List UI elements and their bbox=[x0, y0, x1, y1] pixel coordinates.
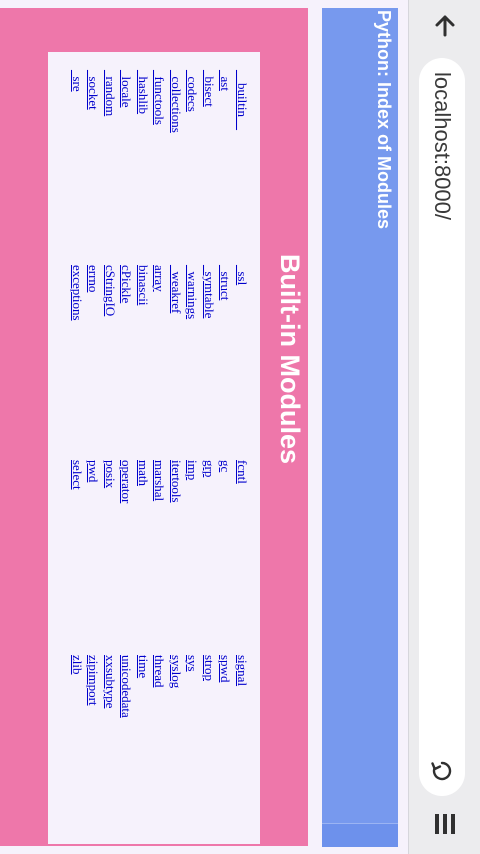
module-link[interactable]: time bbox=[136, 655, 151, 679]
header-right-strip bbox=[322, 823, 398, 847]
url-text: localhost:8000/ bbox=[430, 72, 455, 220]
module-link[interactable]: _codecs bbox=[185, 70, 201, 112]
page-content: Python: Index of Modules Built-in Module… bbox=[0, 8, 398, 847]
module-link[interactable]: _functools bbox=[152, 70, 168, 125]
module-link[interactable]: cPickle bbox=[119, 265, 135, 304]
module-link[interactable]: math bbox=[136, 460, 151, 486]
module-link[interactable]: _weakref bbox=[169, 265, 184, 314]
module-column: fcntl gc grp imp itertools marshal math operato… bbox=[48, 460, 260, 650]
reload-icon[interactable] bbox=[429, 758, 455, 784]
module-link[interactable]: _ssl bbox=[235, 265, 250, 286]
module-link[interactable]: _collections bbox=[169, 70, 184, 133]
module-link[interactable]: thread bbox=[152, 655, 168, 688]
module-link[interactable]: fcntl bbox=[235, 460, 250, 484]
url-bar[interactable]: localhost:8000/ bbox=[419, 58, 465, 796]
module-link[interactable]: _bisect bbox=[202, 70, 217, 107]
module-link[interactable]: errno bbox=[86, 265, 102, 293]
module-link[interactable]: zipimport bbox=[86, 655, 102, 706]
arrow-back-icon[interactable] bbox=[427, 8, 463, 44]
module-link[interactable]: signal bbox=[235, 655, 250, 687]
module-link[interactable]: cStringIO bbox=[103, 265, 118, 317]
module-link[interactable]: imp bbox=[185, 460, 201, 481]
modules-table: __builtin__ _ast _bisect _codecs _collection… bbox=[48, 52, 260, 844]
module-link[interactable]: _locale bbox=[119, 70, 135, 108]
module-link[interactable]: itertools bbox=[169, 460, 184, 503]
module-link[interactable]: _random bbox=[103, 70, 118, 117]
builtin-modules-section: Built-in Modules __builtin__ _ast _bisect _… bbox=[0, 8, 308, 846]
module-link[interactable]: marshal bbox=[152, 460, 168, 502]
module-link[interactable]: _struct bbox=[218, 265, 234, 301]
module-link[interactable]: _warnings bbox=[185, 265, 201, 320]
page-header-bar: Python: Index of Modules bbox=[322, 8, 398, 847]
module-column: signal spwd strop sys syslog thread time unicod… bbox=[48, 655, 260, 845]
module-link[interactable]: sys bbox=[185, 655, 201, 672]
module-link[interactable]: _sre bbox=[70, 70, 85, 92]
module-link[interactable]: array bbox=[152, 265, 168, 292]
module-link[interactable]: posix bbox=[103, 460, 118, 489]
section-title: Built-in Modules bbox=[275, 254, 305, 464]
module-link[interactable]: pwd bbox=[86, 460, 102, 483]
module-column: __builtin__ _ast _bisect _codecs _collection… bbox=[48, 70, 260, 260]
browser-toolbar: localhost:8000/ bbox=[408, 0, 480, 854]
module-link[interactable]: _ast bbox=[218, 70, 234, 91]
module-link[interactable]: _socket bbox=[86, 70, 102, 110]
module-link[interactable]: _symtable bbox=[202, 265, 217, 319]
module-link[interactable]: syslog bbox=[169, 655, 184, 689]
module-link[interactable]: operator bbox=[119, 460, 135, 504]
module-link[interactable]: spwd bbox=[218, 655, 234, 683]
module-link[interactable]: unicodedata bbox=[119, 655, 135, 718]
module-link[interactable]: _hashlib bbox=[136, 70, 151, 115]
module-columns: __builtin__ _ast _bisect _codecs _collection… bbox=[48, 70, 260, 844]
module-link[interactable]: select bbox=[70, 460, 85, 490]
module-link[interactable]: zlib bbox=[70, 655, 85, 675]
menu-icon[interactable] bbox=[427, 806, 463, 842]
module-column: _ssl _struct _symtable _warnings _weakref arr… bbox=[48, 265, 260, 455]
module-link[interactable]: grp bbox=[202, 460, 217, 478]
module-link[interactable]: exceptions bbox=[70, 265, 85, 321]
module-link[interactable]: gc bbox=[218, 460, 234, 473]
module-link[interactable]: __builtin__ bbox=[235, 70, 250, 130]
page-title: Python: Index of Modules bbox=[374, 10, 394, 229]
module-link[interactable]: binascii bbox=[136, 265, 151, 306]
module-link[interactable]: strop bbox=[202, 655, 217, 681]
module-link[interactable]: xxsubtype bbox=[103, 655, 118, 709]
